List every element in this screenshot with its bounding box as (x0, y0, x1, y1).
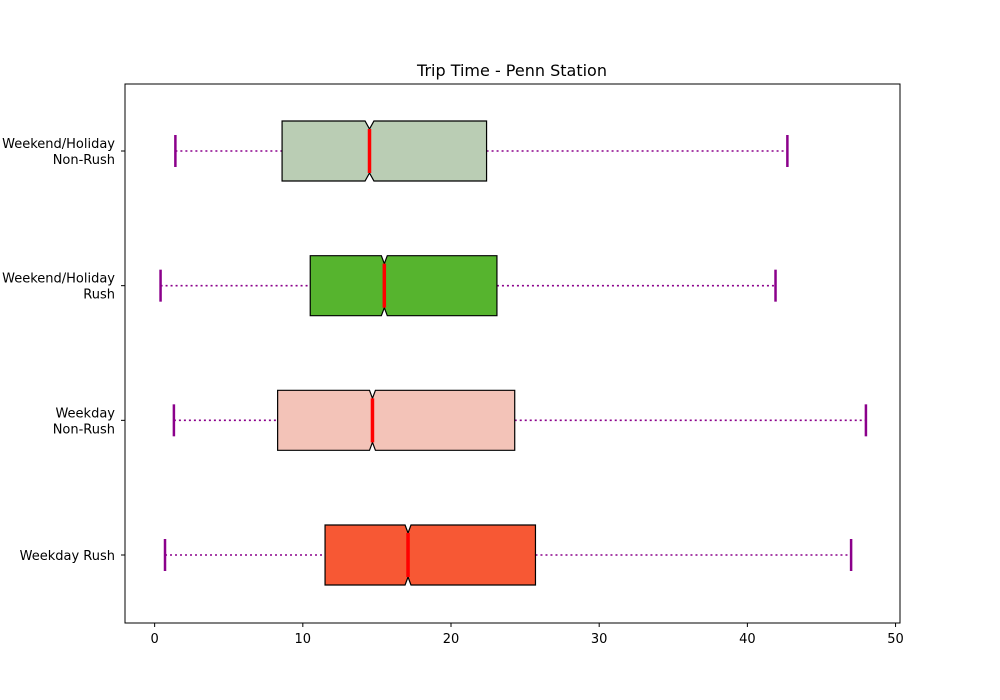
x-axis: 0 10 20 30 40 50 (150, 623, 904, 647)
x-tick-label: 50 (887, 632, 904, 647)
y-tick-label: Rush (83, 288, 115, 303)
box-group (163, 524, 853, 586)
plot-area (159, 120, 868, 586)
y-axis: Weekday RushWeekdayNon-RushWeekend/Holid… (2, 137, 125, 564)
y-tick-label: Weekend/Holiday (2, 272, 115, 287)
box (277, 389, 516, 451)
y-tick-label: Weekday (55, 406, 115, 421)
box (281, 120, 488, 182)
x-tick-label: 20 (443, 632, 460, 647)
box (309, 255, 498, 317)
plot-frame (124, 83, 901, 624)
y-tick-label: Non-Rush (53, 153, 115, 168)
x-tick-label: 30 (591, 632, 608, 647)
box-group (174, 120, 789, 182)
y-tick-label: Weekend/Holiday (2, 137, 115, 152)
y-tick-label: Non-Rush (53, 422, 115, 437)
box-group (159, 255, 777, 317)
x-tick-label: 40 (739, 632, 756, 647)
box-group (172, 389, 868, 451)
y-tick-label: Weekday Rush (20, 549, 115, 564)
chart-title: Trip Time - Penn Station (416, 61, 607, 80)
x-tick-label: 10 (295, 632, 312, 647)
box (324, 524, 537, 586)
x-tick-label: 0 (150, 632, 158, 647)
